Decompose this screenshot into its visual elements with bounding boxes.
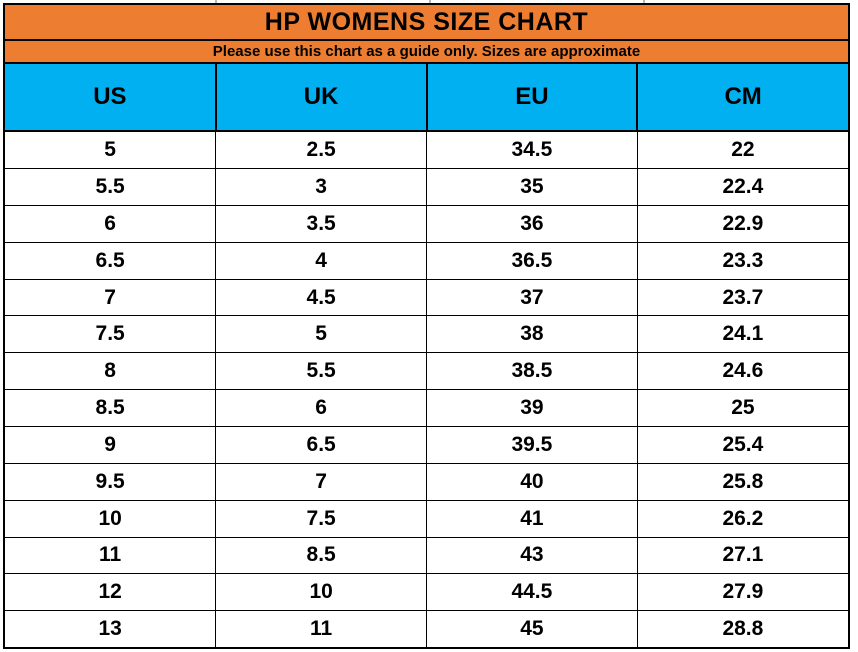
table-row: 12 10 44.5 27.9 [5, 573, 848, 612]
table-cell: 7.5 [5, 315, 217, 354]
table-cell: 24.6 [636, 352, 848, 391]
table-cell: 36 [426, 204, 638, 243]
column-header-eu: EU [425, 64, 639, 132]
table-cell: 24.1 [636, 315, 848, 354]
table-cell: 5 [5, 130, 217, 170]
table-cell: 28.8 [636, 610, 848, 647]
table-cell: 11 [5, 536, 217, 575]
table-cell: 3.5 [215, 204, 427, 243]
table-cell: 44.5 [426, 573, 638, 612]
table-cell: 22.9 [636, 204, 848, 243]
size-table-body: 5 2.5 34.5 22 5.5 3 35 22.4 6 3.5 36 22.9 6.5 4 36.5 23… [5, 130, 848, 647]
table-cell: 25 [636, 389, 848, 427]
table-cell: 6.5 [215, 426, 427, 464]
table-cell: 22.4 [636, 168, 848, 206]
size-chart-table-container: HP WOMENS SIZE CHART Please use this cha… [3, 3, 850, 649]
table-cell: 10 [215, 573, 427, 612]
table-cell: 4 [215, 241, 427, 280]
chart-title: HP WOMENS SIZE CHART [5, 5, 848, 41]
table-row: 5.5 3 35 22.4 [5, 168, 848, 206]
table-cell: 2.5 [215, 130, 427, 170]
table-row: 10 7.5 41 26.2 [5, 499, 848, 538]
table-cell: 25.8 [636, 462, 848, 501]
size-table-head-row: US UK EU CM [5, 64, 848, 132]
table-cell: 5 [215, 315, 427, 354]
table-cell: 3 [215, 168, 427, 206]
table-cell: 35 [426, 168, 638, 206]
table-cell: 39.5 [426, 426, 638, 464]
table-row: 5 2.5 34.5 22 [5, 130, 848, 170]
table-row: 11 8.5 43 27.1 [5, 536, 848, 575]
table-cell: 39 [426, 389, 638, 427]
gridline-tick [215, 0, 217, 3]
table-cell: 9.5 [5, 462, 217, 501]
chart-subtitle: Please use this chart as a guide only. S… [5, 41, 848, 64]
table-cell: 26.2 [636, 499, 848, 538]
table-cell: 9 [5, 426, 217, 464]
gridline-tick [429, 0, 431, 3]
table-cell: 6 [215, 389, 427, 427]
table-row: 6.5 4 36.5 23.3 [5, 241, 848, 280]
table-cell: 4.5 [215, 278, 427, 317]
table-cell: 43 [426, 536, 638, 575]
table-row: 9 6.5 39.5 25.4 [5, 426, 848, 464]
table-cell: 36.5 [426, 241, 638, 280]
table-cell: 38.5 [426, 352, 638, 391]
table-row: 9.5 7 40 25.8 [5, 462, 848, 501]
table-cell: 37 [426, 278, 638, 317]
table-cell: 27.1 [636, 536, 848, 575]
table-cell: 25.4 [636, 426, 848, 464]
table-cell: 13 [5, 610, 217, 647]
table-row: 7 4.5 37 23.7 [5, 278, 848, 317]
table-cell: 41 [426, 499, 638, 538]
table-cell: 45 [426, 610, 638, 647]
table-cell: 8 [5, 352, 217, 391]
table-row: 6 3.5 36 22.9 [5, 204, 848, 243]
table-cell: 40 [426, 462, 638, 501]
column-header-uk: UK [214, 64, 428, 132]
table-cell: 27.9 [636, 573, 848, 612]
table-cell: 7 [5, 278, 217, 317]
table-cell: 7.5 [215, 499, 427, 538]
table-cell: 5.5 [5, 168, 217, 206]
table-row: 13 11 45 28.8 [5, 610, 848, 647]
size-table-wrap: US UK EU CM 5 2.5 34.5 22 5.5 3 35 22.4 6 3.5 36 22.9 6… [5, 64, 848, 647]
column-header-us: US [5, 64, 217, 132]
gridline-tick [643, 0, 645, 3]
table-cell: 5.5 [215, 352, 427, 391]
table-cell: 34.5 [426, 130, 638, 170]
table-cell: 23.7 [636, 278, 848, 317]
table-cell: 8.5 [5, 389, 217, 427]
table-cell: 6.5 [5, 241, 217, 280]
table-cell: 10 [5, 499, 217, 538]
table-cell: 38 [426, 315, 638, 354]
table-row: 8 5.5 38.5 24.6 [5, 352, 848, 391]
size-table: US UK EU CM 5 2.5 34.5 22 5.5 3 35 22.4 6 3.5 36 22.9 6… [5, 64, 848, 647]
table-cell: 8.5 [215, 536, 427, 575]
column-header-cm: CM [636, 64, 848, 132]
table-row: 8.5 6 39 25 [5, 389, 848, 427]
table-cell: 22 [636, 130, 848, 170]
table-cell: 6 [5, 204, 217, 243]
table-cell: 12 [5, 573, 217, 612]
table-cell: 11 [215, 610, 427, 647]
table-cell: 23.3 [636, 241, 848, 280]
table-row: 7.5 5 38 24.1 [5, 315, 848, 354]
table-cell: 7 [215, 462, 427, 501]
